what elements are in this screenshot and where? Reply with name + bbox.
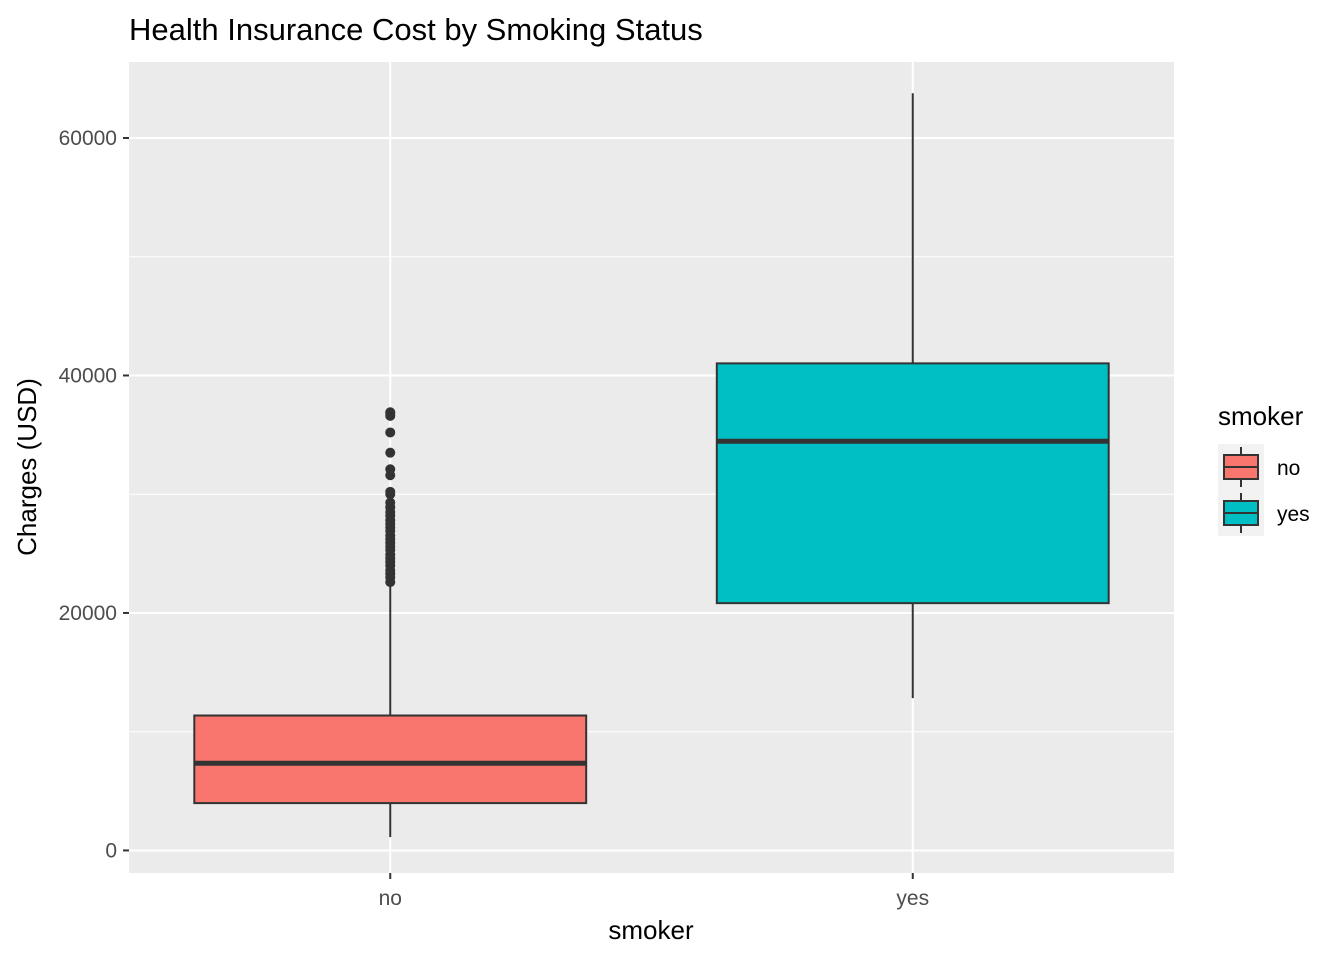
x-tick-label: yes [896,887,929,910]
y-axis-title: Charges (USD) [12,378,42,556]
outlier-point [385,447,396,458]
box-series [193,93,1110,838]
chart-title: Health Insurance Cost by Smoking Status [129,12,703,47]
outlier-point [385,486,396,497]
legend-label: no [1277,457,1300,480]
box-body [715,362,1110,605]
x-axis: no yes [379,873,929,910]
box-body [193,714,588,805]
box-no [193,407,588,838]
outlier-point [385,407,396,418]
outlier-point [385,427,396,438]
outlier-point [385,497,396,508]
x-axis-title: smoker [608,915,694,945]
legend-item-yes: yes [1218,490,1310,536]
y-axis: 0 20000 40000 60000 [59,127,129,862]
legend-title: smoker [1218,401,1304,431]
box-yes [715,93,1110,699]
outlier-point [385,464,396,475]
y-tick-label: 40000 [59,364,117,387]
y-tick-label: 20000 [59,602,117,625]
x-tick-label: no [379,887,402,910]
legend: smoker no yes [1218,401,1310,536]
legend-label: yes [1277,503,1310,526]
y-tick-label: 60000 [59,127,117,150]
legend-item-no: no [1218,444,1300,490]
y-tick-label: 0 [105,839,117,862]
